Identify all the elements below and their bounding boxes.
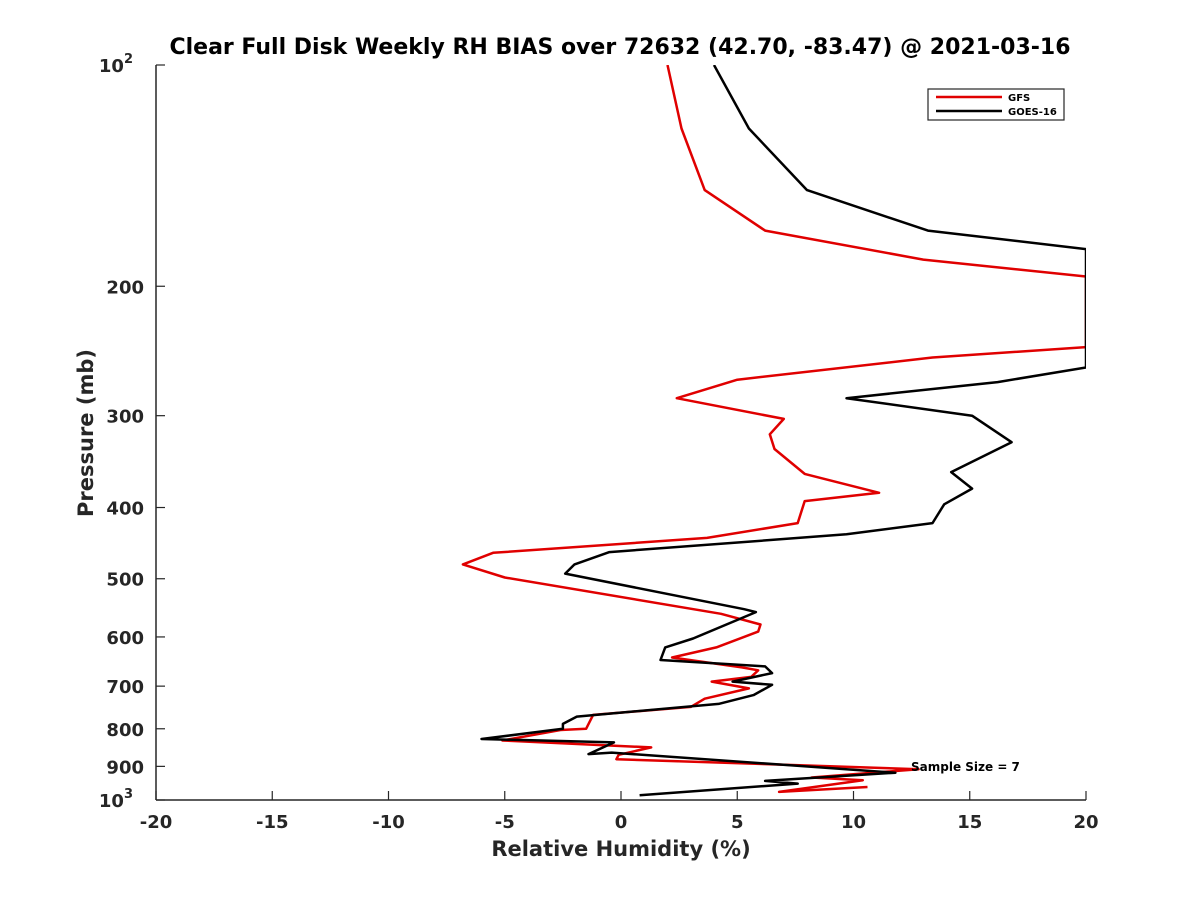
series-line-gfs	[461, 65, 1086, 794]
y-tick-label: 600	[106, 628, 144, 649]
y-tick-label: 200	[106, 277, 144, 298]
y-ticks: 102 200 300 400 500 600 700 800 900 103	[99, 52, 165, 812]
x-tick-label: -15	[256, 812, 289, 833]
legend: GFS GOES-16	[927, 88, 1065, 121]
y-axis-label: Pressure (mb)	[74, 349, 98, 517]
x-tick-label: 15	[957, 812, 982, 833]
x-axis-label: Relative Humidity (%)	[491, 837, 750, 861]
x-tick-label: 5	[731, 812, 744, 833]
legend-box	[927, 88, 1065, 121]
y-tick-label: 900	[106, 757, 144, 778]
y-tick-label: 400	[106, 499, 144, 520]
y-tick-label: 800	[106, 720, 144, 741]
legend-label-gfs: GFS	[1008, 93, 1030, 104]
series-layer	[461, 65, 1086, 797]
x-tick-label: 20	[1073, 812, 1098, 833]
y-tick-label: 300	[106, 407, 144, 428]
axes-layer	[155, 65, 1086, 801]
legend-label-goes16: GOES-16	[1008, 107, 1057, 118]
y-tick-label: 500	[106, 570, 144, 591]
x-tick-label: -10	[372, 812, 405, 833]
x-tick-label: 10	[841, 812, 866, 833]
x-tick-label: -20	[140, 812, 173, 833]
y-tick-label: 700	[106, 677, 144, 698]
sample-size-annotation: Sample Size = 7	[911, 760, 1020, 774]
y-tick-label: 103	[99, 787, 133, 812]
series-line-goes16	[480, 65, 1086, 797]
x-ticks: -20 -15 -10 -5 0 5 10 15 20	[140, 791, 1099, 833]
y-tick-label: 102	[99, 52, 133, 77]
x-tick-label: -5	[495, 812, 515, 833]
x-tick-label: 0	[615, 812, 628, 833]
chart-title: Clear Full Disk Weekly RH BIAS over 7263…	[169, 35, 1070, 60]
